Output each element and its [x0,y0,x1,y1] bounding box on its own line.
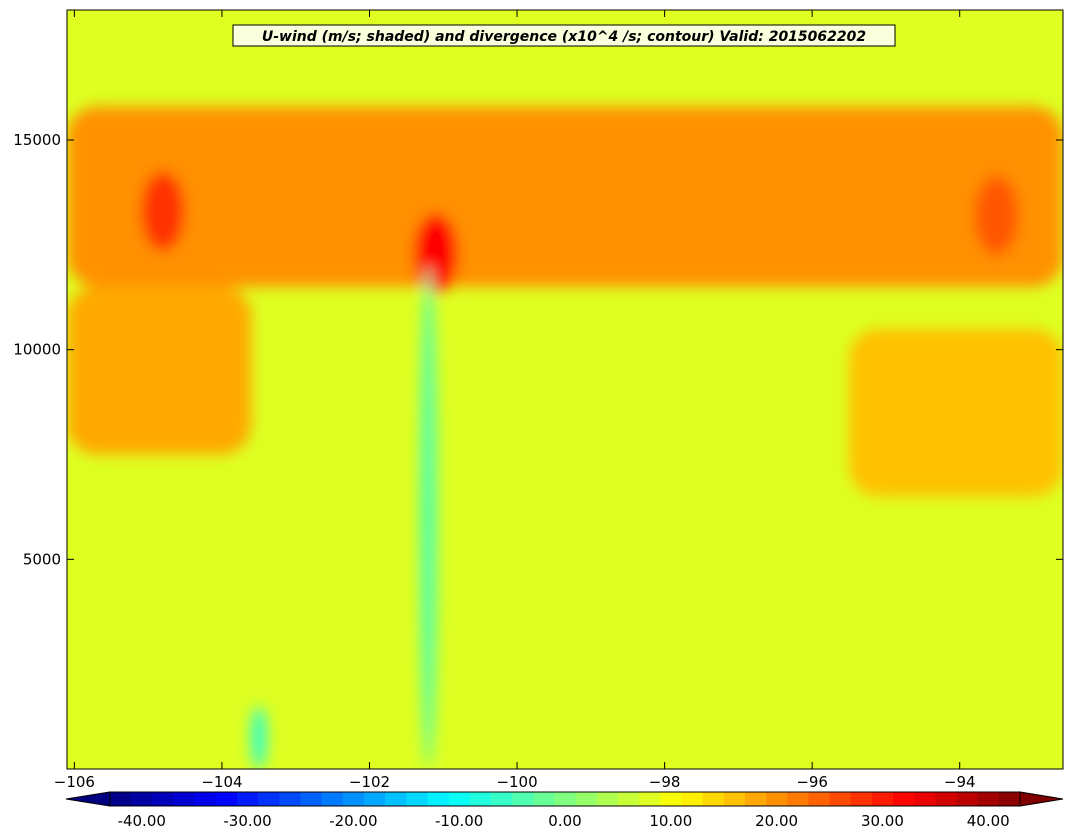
x-tick-label: −106 [54,773,95,791]
colorbar-bin [977,792,1000,806]
x-axis: −106 −104 −102 −100 −98 −96 −94 [54,10,976,791]
colorbar-bin [723,792,746,806]
y-tick-label: 15000 [13,131,61,149]
colorbar-bin [596,792,619,806]
colorbar-bin [533,792,556,806]
colorbar-bin [871,792,894,806]
colorbar-bin [850,792,873,806]
colorbar-bin [512,792,534,806]
colorbar-bin [744,792,767,806]
field-feature [420,265,437,769]
colorbar-bin [131,792,153,806]
colorbar-tick-label: -30.00 [223,812,271,830]
colorbar-bin [490,792,513,806]
colorbar-bin [554,792,577,806]
field-feature [974,175,1019,256]
colorbar-bin [385,792,407,806]
colorbar-extend-high [1019,791,1064,807]
colorbar-tick-label: 10.00 [649,812,692,830]
colorbar-bin [215,792,238,806]
colorbar-bin [300,792,323,806]
field-feature [140,171,185,252]
colorbar-tick-label: 40.00 [967,812,1010,830]
colorbar-bin [406,792,429,806]
x-tick-label: −102 [349,773,390,791]
colorbar-bin [575,792,598,806]
colorbar-bin [194,792,217,806]
colorbar-bin [702,792,725,806]
colorbar-bin [766,792,788,806]
colorbar-bin [956,792,979,806]
colorbar-bin [617,792,640,806]
field-feature [67,286,252,455]
plot-area [67,10,1063,769]
colorbar-tick-label: -20.00 [329,812,377,830]
field-feature [67,106,1063,287]
colorbar-bin [639,792,661,806]
x-tick-label: −104 [201,773,242,791]
colorbar-tick-label: 0.00 [548,812,581,830]
colorbar-bin [681,792,704,806]
y-tick-label: 5000 [23,550,61,568]
x-tick-label: −100 [496,773,537,791]
colorbar-bin [363,792,386,806]
colorbar-bin [342,792,365,806]
colorbar-bin [258,792,280,806]
colorbar-bin [279,792,302,806]
colorbar-tick-label: -10.00 [435,812,483,830]
colorbar-bin [660,792,682,806]
colorbar-bin [173,792,196,806]
field-feature [849,328,1063,497]
y-axis: 5000 10000 15000 [13,131,1063,568]
x-tick-label: −94 [944,773,976,791]
colorbar [65,791,1064,807]
wind-field [67,106,1063,769]
colorbar-bin [808,792,831,806]
field-feature [413,213,458,294]
colorbar-bin [787,792,809,806]
field-feature [250,706,267,769]
y-tick-label: 10000 [13,341,61,359]
title-box: U-wind (m/s; shaded) and divergence (x10… [232,24,896,47]
colorbar-bin [914,792,936,806]
colorbar-tick-label: -40.00 [118,812,166,830]
colorbar-bin [893,792,915,806]
colorbar-bin [110,792,132,806]
colorbar-ticks: -40.00 -30.00 -20.00 -10.00 0.00 10.00 20.00 30… [118,812,1010,830]
colorbar-frame [109,791,1021,807]
colorbar-bin [998,792,1021,806]
colorbar-tick-label: 30.00 [861,812,904,830]
colorbar-bin [829,792,852,806]
colorbar-bin [152,792,175,806]
x-tick-label: −98 [649,773,681,791]
colorbar-bin [236,792,259,806]
colorbar-bin [935,792,958,806]
colorbar-bin [448,792,471,806]
colorbar-bin [427,792,450,806]
x-tick-label: −96 [796,773,828,791]
plot-frame [66,9,1064,770]
chart-title: U-wind (m/s; shaded) and divergence (x10… [262,29,866,45]
colorbar-tick-label: 20.00 [755,812,798,830]
colorbar-bin [469,792,492,806]
colorbar-extend-low [65,791,111,807]
colorbar-bin [321,792,344,806]
